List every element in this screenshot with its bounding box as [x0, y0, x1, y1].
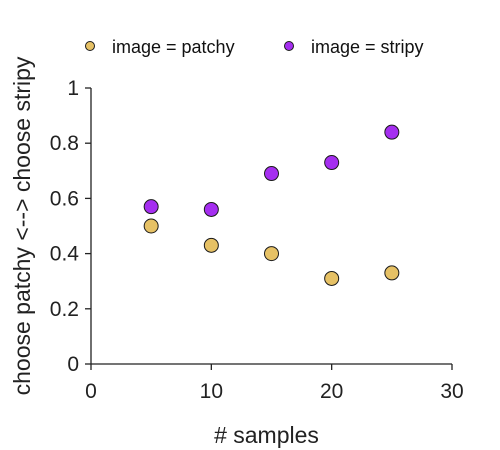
point-stripy — [264, 166, 279, 182]
data-points — [143, 124, 400, 286]
y-axis-label: choose patchy <--> choose stripy — [9, 56, 35, 395]
y-tick-label: 0.2 — [50, 298, 79, 321]
y-tick-label: 0.8 — [50, 132, 79, 155]
legend-label-stripy: image = stripy — [311, 37, 424, 57]
legend-marker-patchy — [85, 41, 95, 51]
point-stripy — [324, 155, 340, 171]
point-patchy — [203, 237, 219, 253]
point-stripy — [143, 199, 159, 215]
legend-item-stripy: image = stripy — [284, 37, 424, 57]
y-ticks: 0 0.2 0.4 0.6 0.8 1 — [50, 77, 91, 376]
x-axis-label: # samples — [214, 422, 319, 448]
point-stripy — [203, 201, 219, 217]
axes: 0 0.2 0.4 0.6 0.8 1 0 10 20 30 — [50, 77, 464, 403]
point-stripy — [384, 124, 400, 140]
point-patchy — [384, 265, 400, 281]
legend-marker-stripy — [284, 41, 294, 51]
legend: image = patchy image = stripy — [85, 37, 424, 57]
point-patchy — [324, 270, 340, 286]
x-tick-label: 10 — [200, 380, 223, 403]
point-patchy — [264, 246, 279, 262]
point-patchy — [143, 218, 159, 234]
x-ticks: 0 10 20 30 — [85, 364, 464, 403]
x-tick-label: 0 — [85, 380, 97, 403]
x-tick-label: 20 — [320, 380, 343, 403]
legend-item-patchy: image = patchy — [85, 37, 235, 57]
legend-label-patchy: image = patchy — [112, 37, 235, 57]
y-tick-label: 0 — [67, 353, 79, 376]
y-tick-label: 1 — [67, 77, 79, 100]
x-tick-label: 30 — [440, 380, 463, 403]
y-tick-label: 0.6 — [50, 187, 79, 210]
y-tick-label: 0.4 — [50, 243, 80, 266]
